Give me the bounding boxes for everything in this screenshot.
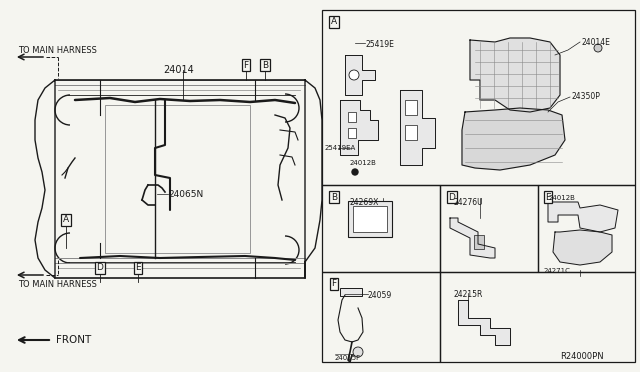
Bar — [348, 128, 356, 138]
Polygon shape — [400, 90, 435, 165]
Polygon shape — [450, 218, 495, 258]
Text: FRONT: FRONT — [56, 335, 92, 345]
Text: B: B — [262, 61, 268, 70]
Bar — [474, 235, 484, 249]
Text: R24000PN: R24000PN — [560, 352, 604, 361]
Text: 24269X: 24269X — [350, 198, 380, 207]
Text: 24015F: 24015F — [335, 355, 361, 361]
Text: F: F — [332, 279, 337, 289]
Circle shape — [349, 70, 359, 80]
Bar — [405, 125, 417, 140]
Text: 24271C: 24271C — [544, 268, 571, 274]
Bar — [322, 272, 440, 362]
Bar — [538, 185, 635, 272]
Text: D: D — [449, 192, 456, 202]
Text: E: E — [135, 263, 141, 273]
Text: 24215R: 24215R — [453, 290, 483, 299]
Bar — [322, 10, 635, 185]
Bar — [322, 185, 440, 272]
Bar — [105, 105, 250, 253]
Text: 25419EA: 25419EA — [325, 145, 356, 151]
Text: E: E — [545, 192, 551, 202]
Bar — [348, 112, 356, 122]
Text: 24350P: 24350P — [572, 92, 601, 101]
Text: TO MAIN HARNESS: TO MAIN HARNESS — [18, 46, 97, 55]
Polygon shape — [345, 55, 375, 95]
Polygon shape — [470, 38, 560, 112]
Polygon shape — [548, 202, 618, 232]
Text: 24276U: 24276U — [453, 198, 483, 207]
Bar — [440, 185, 538, 272]
Text: 24014: 24014 — [163, 65, 194, 75]
Text: 25419E: 25419E — [365, 40, 394, 49]
Text: A: A — [331, 17, 337, 26]
Text: D: D — [97, 263, 104, 273]
Text: A: A — [63, 215, 69, 224]
Text: 24014E: 24014E — [582, 38, 611, 47]
Polygon shape — [462, 108, 565, 170]
Text: 24065N: 24065N — [168, 190, 204, 199]
Circle shape — [353, 347, 363, 357]
Bar — [340, 288, 362, 296]
Polygon shape — [553, 230, 612, 265]
Polygon shape — [458, 300, 510, 345]
Bar — [405, 100, 417, 115]
Circle shape — [352, 169, 358, 175]
Circle shape — [594, 44, 602, 52]
Text: 24059: 24059 — [368, 291, 392, 300]
Text: F: F — [243, 61, 248, 70]
Text: B: B — [331, 192, 337, 202]
Bar — [353, 206, 387, 232]
Text: 24012B: 24012B — [350, 160, 377, 166]
Bar — [348, 201, 392, 237]
Text: TO MAIN HARNESS: TO MAIN HARNESS — [18, 280, 97, 289]
Bar — [440, 272, 635, 362]
Polygon shape — [340, 100, 378, 155]
Text: 24012B: 24012B — [549, 195, 576, 201]
